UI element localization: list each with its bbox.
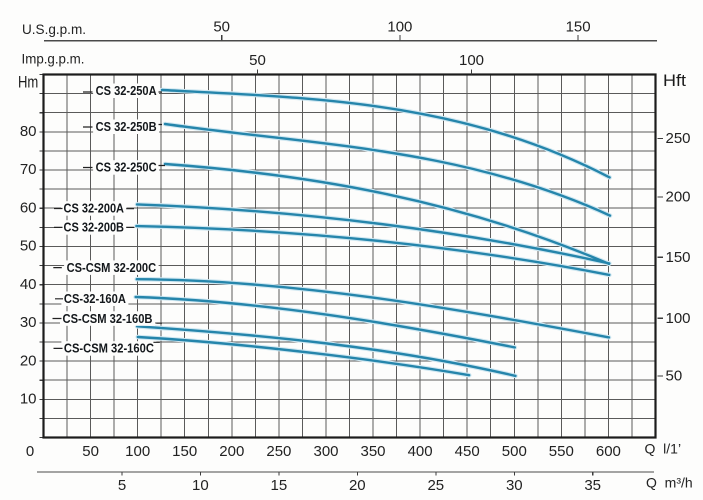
- svg-text:500: 500: [502, 443, 527, 460]
- svg-text:Q l/1’: Q l/1’: [645, 440, 682, 456]
- svg-text:200: 200: [666, 188, 691, 205]
- svg-text:20: 20: [20, 352, 37, 369]
- svg-text:CS-CSM 32-200C: CS-CSM 32-200C: [67, 261, 157, 275]
- svg-text:50: 50: [666, 367, 683, 384]
- svg-text:CS 32-250B: CS 32-250B: [96, 120, 157, 134]
- svg-text:CS-CSM 32-160B: CS-CSM 32-160B: [63, 312, 153, 326]
- svg-text:35: 35: [584, 477, 601, 494]
- svg-text:60: 60: [20, 199, 37, 216]
- svg-text:30: 30: [506, 477, 523, 494]
- svg-text:15: 15: [271, 477, 288, 494]
- svg-text:0: 0: [26, 443, 34, 460]
- svg-text:Imp.g.p.m.: Imp.g.p.m.: [22, 52, 85, 67]
- svg-text:CS-CSM 32-160C: CS-CSM 32-160C: [64, 342, 154, 356]
- svg-text:80: 80: [20, 123, 37, 140]
- svg-text:20: 20: [349, 477, 366, 494]
- svg-text:150: 150: [666, 249, 691, 266]
- svg-text:5: 5: [118, 477, 126, 494]
- svg-text:200: 200: [219, 443, 244, 460]
- svg-text:CS 32-200B: CS 32-200B: [64, 221, 125, 235]
- svg-text:70: 70: [20, 161, 37, 178]
- svg-text:300: 300: [313, 443, 338, 460]
- svg-text:50: 50: [213, 19, 230, 36]
- svg-text:U.S.g.p.m.: U.S.g.p.m.: [22, 22, 86, 37]
- svg-text:Q m³/h: Q m³/h: [646, 475, 693, 491]
- svg-text:CS 32-250A: CS 32-250A: [96, 84, 157, 98]
- svg-text:Hm: Hm: [18, 73, 38, 92]
- svg-text:50: 50: [82, 443, 99, 460]
- svg-text:CS 32-200A: CS 32-200A: [64, 202, 125, 216]
- svg-text:350: 350: [360, 443, 385, 460]
- svg-text:25: 25: [427, 477, 444, 494]
- svg-text:150: 150: [566, 19, 591, 36]
- svg-text:250: 250: [666, 130, 691, 147]
- svg-text:10: 10: [192, 477, 209, 494]
- svg-text:40: 40: [20, 276, 37, 293]
- svg-text:10: 10: [20, 391, 37, 408]
- svg-text:150: 150: [172, 443, 197, 460]
- svg-text:30: 30: [20, 314, 37, 331]
- svg-text:100: 100: [125, 443, 150, 460]
- svg-text:100: 100: [666, 310, 691, 327]
- svg-text:400: 400: [408, 443, 433, 460]
- svg-text:CS 32-250C: CS 32-250C: [96, 161, 157, 175]
- svg-text:250: 250: [266, 443, 291, 460]
- svg-text:50: 50: [249, 52, 266, 69]
- svg-text:50: 50: [20, 238, 37, 255]
- svg-text:100: 100: [387, 19, 412, 36]
- svg-text:Hft: Hft: [663, 71, 686, 90]
- svg-text:100: 100: [459, 52, 484, 69]
- svg-text:550: 550: [549, 443, 574, 460]
- svg-text:600: 600: [596, 443, 621, 460]
- svg-text:CS-32-160A: CS-32-160A: [64, 292, 126, 306]
- svg-text:450: 450: [455, 443, 480, 460]
